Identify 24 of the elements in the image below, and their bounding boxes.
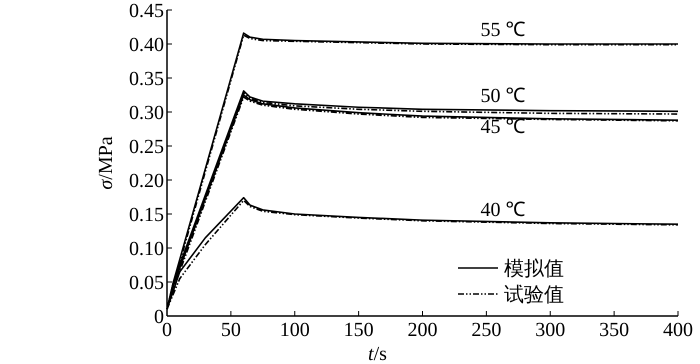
- x-tick-label: 50: [220, 319, 241, 341]
- x-tick-label: 200: [408, 319, 438, 341]
- annotation: 40 ℃: [480, 199, 526, 221]
- y-tick-label: 0.40: [129, 34, 164, 56]
- y-tick-label: 0.30: [129, 102, 164, 124]
- y-tick-label: 0.20: [129, 170, 164, 192]
- y-tick-label: 0.10: [129, 238, 164, 260]
- x-tick-label: 300: [535, 319, 566, 341]
- x-axis-title: t/s: [368, 343, 388, 364]
- x-tick-label: 400: [663, 319, 693, 341]
- y-tick-label: 0.35: [129, 68, 164, 90]
- x-tick-label: 350: [599, 319, 630, 341]
- x-tick-label: 100: [280, 319, 310, 341]
- annotation: 50 ℃: [480, 85, 526, 107]
- y-tick-label: 0.05: [129, 272, 164, 294]
- x-tick-label: 150: [344, 319, 374, 341]
- y-tick-label: 0.45: [129, 0, 164, 22]
- x-tick-label: 250: [471, 319, 502, 341]
- y-tick-label: 0.15: [129, 204, 164, 226]
- legend-label: 模拟值: [504, 258, 564, 280]
- y-axis-title: σ/MPa: [95, 136, 117, 190]
- y-tick-label: 0.25: [129, 136, 164, 158]
- annotation: 55 ℃: [480, 19, 526, 41]
- legend-label: 试验值: [504, 284, 564, 306]
